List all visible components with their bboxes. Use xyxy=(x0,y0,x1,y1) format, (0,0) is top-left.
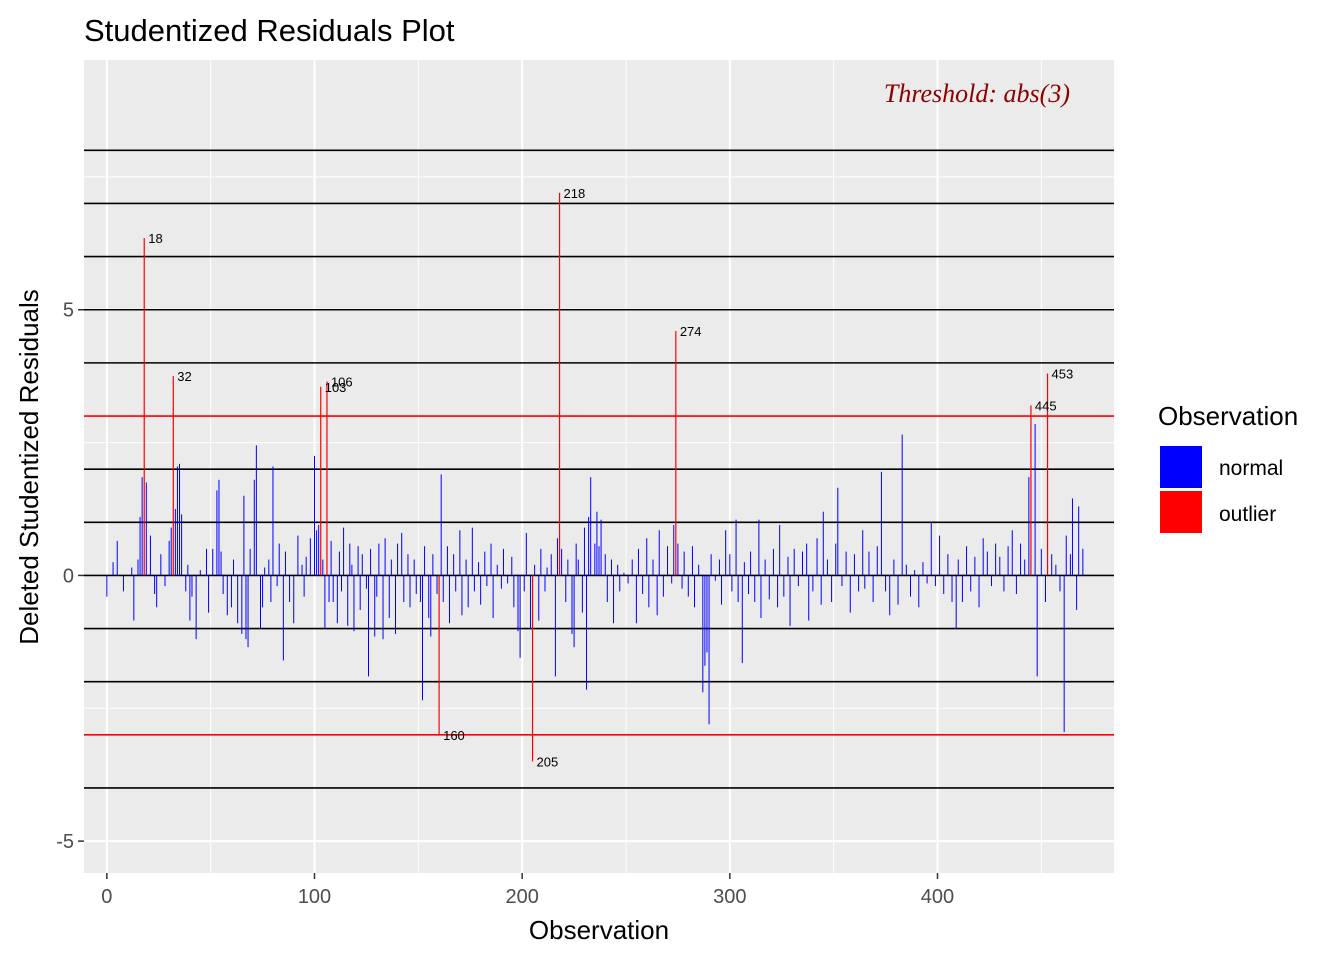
threshold-lines xyxy=(84,415,1114,736)
outlier-label: 106 xyxy=(331,374,353,389)
outlier-label: 32 xyxy=(177,369,191,384)
residual-bars xyxy=(106,192,1084,762)
x-axis-ticks: 0 100 200 300 400 xyxy=(101,873,954,908)
outlier-label: 218 xyxy=(564,186,586,201)
y-tick-label: -5 xyxy=(56,831,74,853)
y-tick-label: 5 xyxy=(63,300,74,322)
legend: Observation normal outlier xyxy=(1158,401,1298,533)
outlier-label: 18 xyxy=(148,231,162,246)
legend-key-outlier xyxy=(1160,491,1202,533)
outlier-label: 205 xyxy=(537,754,559,769)
outlier-label: 274 xyxy=(680,324,702,339)
x-tick-label: 0 xyxy=(101,886,112,908)
x-tick-label: 300 xyxy=(713,886,746,908)
legend-title: Observation xyxy=(1158,401,1298,431)
y-tick-label: 0 xyxy=(63,565,74,587)
plot-panel xyxy=(84,60,1114,873)
y-axis-title: Deleted Studentized Residuals xyxy=(14,289,44,645)
chart-title: Studentized Residuals Plot xyxy=(84,13,455,48)
reference-lines xyxy=(84,149,1114,789)
x-tick-label: 200 xyxy=(505,886,538,908)
x-tick-label: 100 xyxy=(298,886,331,908)
legend-label-normal: normal xyxy=(1219,457,1283,480)
x-axis-title: Observation xyxy=(529,915,669,945)
outlier-label: 445 xyxy=(1035,398,1057,413)
outlier-label: 160 xyxy=(443,728,465,743)
grid-lines xyxy=(84,60,1114,873)
x-tick-label: 400 xyxy=(921,886,954,908)
y-axis-ticks: -5 0 5 xyxy=(56,300,84,853)
legend-key-normal xyxy=(1160,446,1202,488)
outlier-label: 103 xyxy=(325,380,347,395)
outlier-label: 453 xyxy=(1052,367,1074,382)
legend-label-outlier: outlier xyxy=(1219,503,1276,526)
threshold-annotation: Threshold: abs(3) xyxy=(884,79,1070,108)
